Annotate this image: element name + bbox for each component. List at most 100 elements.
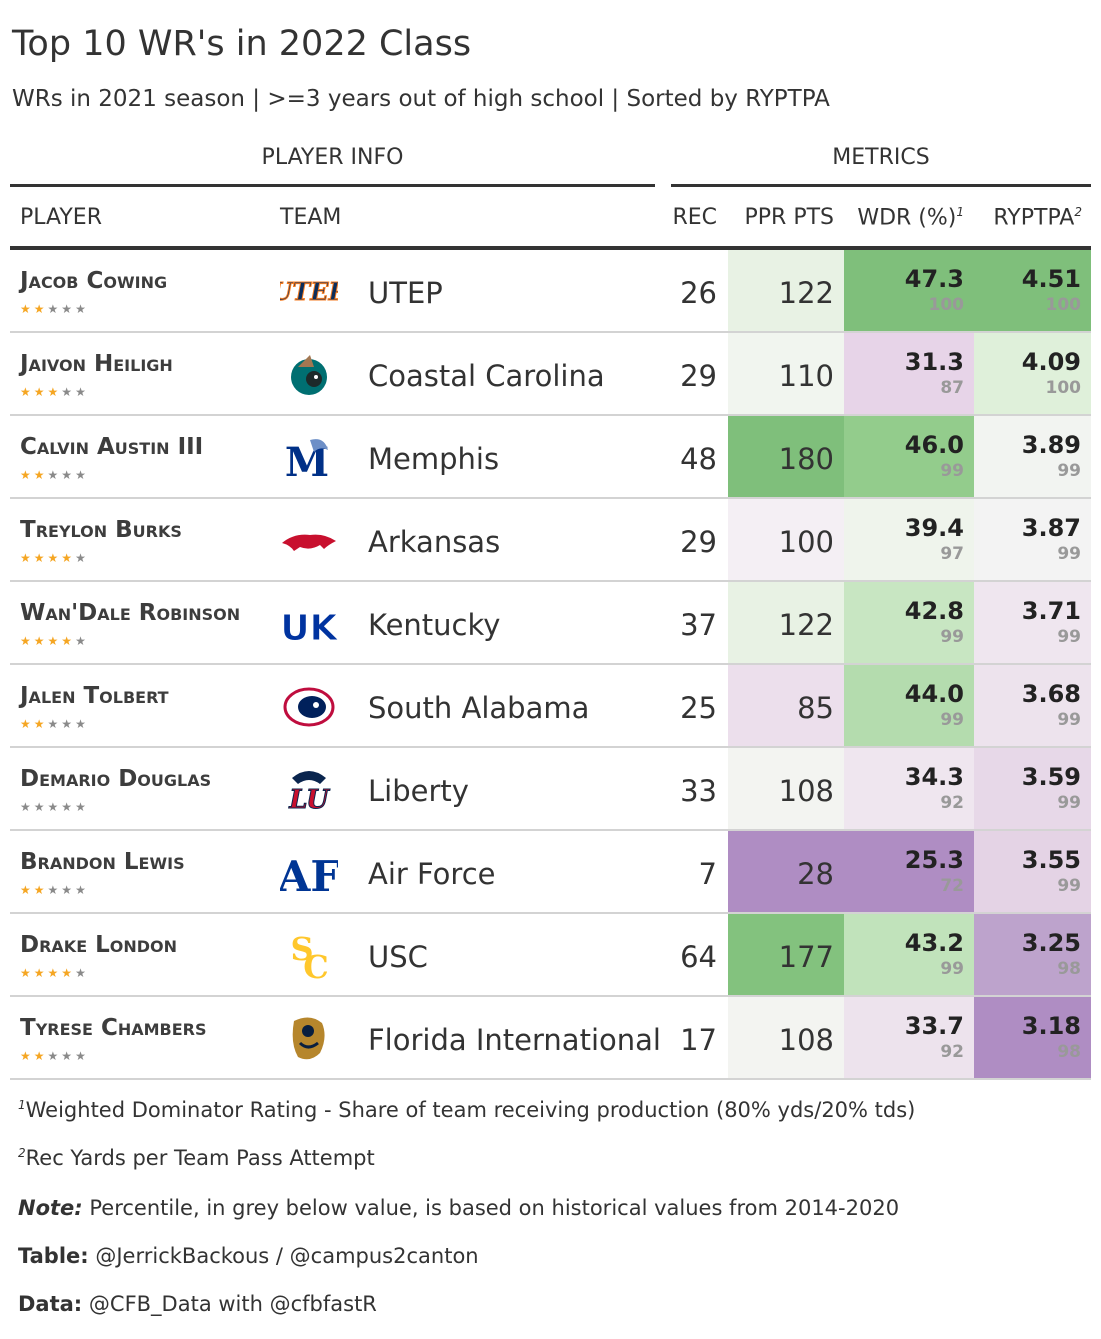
- star-rating: ★★★★★: [20, 634, 89, 648]
- wdr-cell: 47.3 100: [844, 250, 974, 333]
- star-icon: ★: [47, 468, 62, 482]
- star-icon: ★: [47, 800, 62, 814]
- star-icon: ★: [20, 717, 34, 731]
- wdr-percentile: 92: [940, 793, 964, 813]
- ppr-value: 108: [778, 1023, 834, 1057]
- row-divider: [10, 829, 1091, 831]
- star-icon: ★: [33, 800, 48, 814]
- wdr-percentile: 97: [940, 544, 964, 564]
- team-name: Arkansas: [368, 525, 501, 559]
- ppr-cell: 122: [728, 250, 844, 333]
- star-rating: ★★★★★: [20, 468, 89, 482]
- footnote-table-credit: Table: @JerrickBackous / @campus2canton: [18, 1244, 479, 1268]
- wdr-value: 47.3: [904, 265, 964, 293]
- wdr-value: 33.7: [904, 1012, 964, 1040]
- header-rule: [10, 246, 1091, 250]
- player-name: Brandon Lewis: [20, 849, 185, 875]
- kentucky-logo: UK: [280, 598, 339, 650]
- wdr-value: 46.0: [904, 431, 964, 459]
- ppr-value: 100: [778, 525, 834, 559]
- ryptpa-value: 3.71: [1021, 597, 1081, 625]
- star-icon: ★: [75, 385, 89, 399]
- star-icon: ★: [75, 883, 89, 897]
- row-divider: [10, 995, 1091, 997]
- ryptpa-value: 3.25: [1021, 929, 1081, 957]
- ryptpa-value: 3.68: [1021, 680, 1081, 708]
- star-icon: ★: [75, 302, 89, 316]
- table-row: Demario Douglas ★★★★★ LU Liberty 33 108 34.3 92…: [10, 748, 1091, 831]
- row-divider: [10, 414, 1091, 416]
- star-icon: ★: [61, 800, 76, 814]
- team-name: Kentucky: [368, 608, 501, 642]
- star-icon: ★: [20, 468, 34, 482]
- liberty-logo: LU: [280, 764, 338, 816]
- ryptpa-cell: 3.25 98: [974, 914, 1091, 997]
- table-row: Tyrese Chambers ★★★★★ Florida Internationa…: [10, 997, 1091, 1080]
- star-icon: ★: [61, 302, 76, 316]
- star-icon: ★: [33, 966, 48, 980]
- player-name: Calvin Austin III: [20, 434, 204, 460]
- ryptpa-cell: 3.59 99: [974, 748, 1091, 831]
- wdr-value: 31.3: [904, 348, 964, 376]
- ryptpa-cell: 3.89 99: [974, 416, 1091, 499]
- team-name: South Alabama: [368, 691, 590, 725]
- star-icon: ★: [61, 1049, 76, 1063]
- team-name: Florida International: [368, 1023, 661, 1057]
- row-divider: [10, 912, 1091, 914]
- star-icon: ★: [33, 551, 48, 565]
- wdr-cell: 44.0 99: [844, 665, 974, 748]
- star-icon: ★: [75, 966, 89, 980]
- fiu-logo: [280, 1013, 338, 1063]
- table-row: Wan'Dale Robinson ★★★★★ UK Kentucky 37 122 42.…: [10, 582, 1091, 665]
- chart-subtitle: WRs in 2021 season | >=3 years out of hi…: [12, 86, 830, 112]
- star-icon: ★: [61, 966, 76, 980]
- wdr-cell: 31.3 87: [844, 333, 974, 416]
- star-icon: ★: [61, 551, 76, 565]
- ryptpa-cell: 4.51 100: [974, 250, 1091, 333]
- wdr-value: 34.3: [904, 763, 964, 791]
- footnote-data-credit: Data: @CFB_Data with @cfbfastR: [18, 1292, 377, 1316]
- star-icon: ★: [33, 717, 48, 731]
- wdr-cell: 43.2 99: [844, 914, 974, 997]
- player-name: Demario Douglas: [20, 766, 212, 792]
- star-icon: ★: [61, 385, 76, 399]
- star-icon: ★: [47, 385, 62, 399]
- star-icon: ★: [20, 883, 34, 897]
- star-rating: ★★★★★: [20, 800, 89, 814]
- ryptpa-cell: 4.09 100: [974, 333, 1091, 416]
- ryptpa-cell: 3.68 99: [974, 665, 1091, 748]
- table-row: Jalen Tolbert ★★★★★ South Alabama 25 85 44.0 9…: [10, 665, 1091, 748]
- ryptpa-percentile: 98: [1057, 1042, 1081, 1062]
- svg-text:C: C: [303, 948, 328, 980]
- rec-value: 33: [680, 774, 717, 808]
- ryptpa-percentile: 98: [1057, 959, 1081, 979]
- team-name: USC: [368, 940, 428, 974]
- star-icon: ★: [61, 717, 76, 731]
- wdr-percentile: 99: [940, 627, 964, 647]
- rec-value: 17: [680, 1023, 717, 1057]
- star-icon: ★: [61, 468, 76, 482]
- rec-value: 29: [680, 525, 717, 559]
- star-rating: ★★★★★: [20, 1049, 89, 1063]
- star-icon: ★: [33, 634, 48, 648]
- star-rating: ★★★★★: [20, 966, 89, 980]
- star-icon: ★: [75, 634, 89, 648]
- star-icon: ★: [47, 634, 62, 648]
- row-divider: [10, 663, 1091, 665]
- rec-value: 37: [680, 608, 717, 642]
- ryptpa-cell: 3.18 98: [974, 997, 1091, 1080]
- ryptpa-value: 3.55: [1021, 846, 1081, 874]
- team-name: Memphis: [368, 442, 500, 476]
- row-divider: [10, 497, 1091, 499]
- ryptpa-value: 3.18: [1021, 1012, 1081, 1040]
- wdr-value: 44.0: [904, 680, 964, 708]
- star-icon: ★: [75, 468, 89, 482]
- wdr-value: 25.3: [904, 846, 964, 874]
- ppr-value: 122: [778, 608, 834, 642]
- wdr-cell: 34.3 92: [844, 748, 974, 831]
- ryptpa-cell: 3.55 99: [974, 831, 1091, 914]
- star-icon: ★: [20, 385, 34, 399]
- wdr-cell: 33.7 92: [844, 997, 974, 1080]
- star-icon: ★: [47, 302, 62, 316]
- ppr-value: 108: [778, 774, 834, 808]
